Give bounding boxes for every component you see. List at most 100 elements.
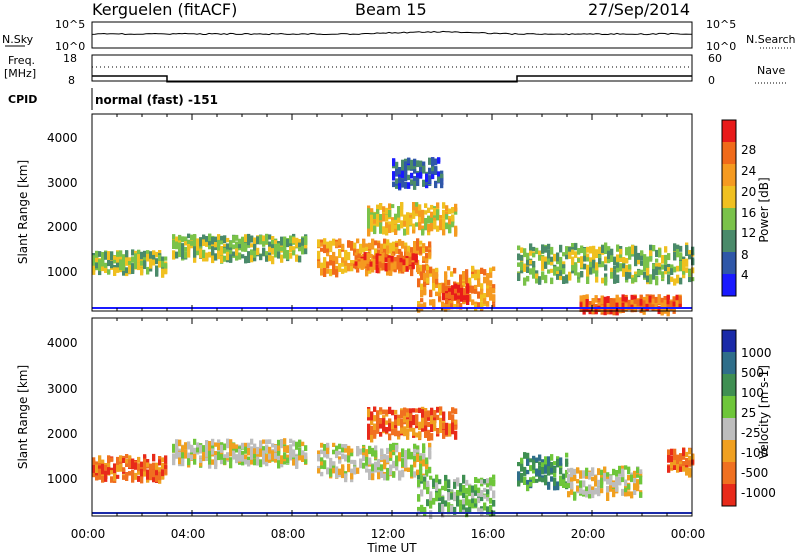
velocity-cell [113, 473, 117, 481]
power-cell [616, 262, 620, 268]
power-cell [625, 271, 629, 280]
velocity-cell [385, 409, 389, 415]
velocity-cell [371, 464, 375, 472]
velocity-cell [547, 481, 551, 490]
velocity-cell [385, 427, 389, 433]
power-cell [397, 216, 401, 223]
power-cell [538, 276, 542, 283]
power-cell [125, 250, 129, 258]
velocity-cell [344, 454, 348, 462]
velocity-cell [398, 473, 402, 481]
velocity-cell [406, 419, 410, 429]
power-cell [418, 210, 422, 217]
power-cell [400, 202, 404, 208]
power-cell [323, 238, 327, 245]
power-cell [217, 239, 221, 248]
velocity-cell [538, 454, 542, 461]
power-cell [122, 264, 126, 271]
power-cell [392, 171, 396, 181]
power-cell [664, 246, 668, 253]
velocity-cell [430, 407, 434, 416]
velocity-cell [223, 457, 227, 465]
velocity-cell [474, 501, 478, 507]
velocity-cell [636, 467, 640, 474]
power-cell [613, 265, 617, 270]
velocity-cell [286, 445, 290, 454]
power-cell [323, 262, 327, 272]
power-cell [214, 239, 218, 248]
power-cell [547, 243, 551, 250]
power-cell [366, 257, 370, 263]
power-cell [456, 302, 460, 310]
power-cell [453, 267, 457, 274]
power-cell [621, 302, 625, 311]
power-cell [649, 248, 653, 256]
power-cell [95, 262, 99, 269]
power-cell [592, 259, 596, 267]
velocity-cell [295, 460, 299, 469]
power-cell [374, 240, 378, 246]
power-cell [113, 255, 117, 260]
velocity-cell [591, 486, 595, 493]
power-cell [565, 246, 569, 255]
velocity-cell [416, 453, 420, 462]
power-cell [463, 288, 467, 296]
power-cell [369, 254, 373, 259]
velocity-cell [433, 410, 437, 418]
velocity-cell [101, 459, 105, 466]
velocity-cell [259, 440, 263, 447]
power-cell [226, 246, 230, 254]
power-cell [631, 245, 635, 254]
power-cell [492, 294, 496, 302]
velocity-cell [691, 454, 695, 460]
velocity-cell [178, 457, 182, 465]
velocity-cell [119, 463, 123, 472]
power-cell [418, 222, 422, 231]
power-cell [175, 251, 179, 259]
velocity-cell [184, 449, 188, 459]
power-cell [405, 254, 409, 260]
velocity-cell [410, 451, 414, 460]
velocity-cell [532, 459, 536, 468]
power-cell [104, 262, 108, 271]
power-cell [385, 227, 389, 236]
velocity-cell [597, 468, 601, 476]
power-cell [386, 267, 390, 276]
power-cell [211, 237, 215, 245]
power-cell [483, 293, 487, 299]
power-cell [420, 271, 424, 281]
velocity-cell [433, 426, 437, 432]
velocity-cell [517, 462, 521, 467]
velocity-cell [371, 469, 375, 476]
power-cell [401, 169, 405, 179]
velocity-cell [679, 460, 683, 468]
velocity-cell [407, 450, 411, 460]
velocity-cell [565, 482, 569, 488]
velocity-cell [588, 471, 592, 480]
velocity-cell [380, 455, 384, 461]
power-cell [370, 213, 374, 221]
power-cell [688, 252, 692, 260]
power-cell [489, 294, 493, 301]
power-cell [658, 265, 662, 273]
velocity-cell [350, 448, 354, 453]
power-cell [238, 252, 242, 258]
velocity-cell [544, 456, 548, 461]
velocity-cell [335, 453, 339, 459]
power-cell [211, 255, 215, 264]
power-cell [250, 243, 254, 248]
power-cell [335, 241, 339, 248]
power-cell [320, 269, 324, 276]
power-cell [98, 268, 102, 276]
power-cell [247, 233, 251, 238]
power-cell [688, 274, 692, 283]
velocity-cell [594, 487, 598, 495]
power-cell [613, 275, 617, 284]
power-cell [586, 246, 590, 253]
velocity-cell [565, 458, 569, 465]
power-cell [229, 254, 233, 262]
power-cell [634, 271, 638, 277]
power-cell [628, 251, 632, 260]
velocity-cell [283, 446, 287, 453]
